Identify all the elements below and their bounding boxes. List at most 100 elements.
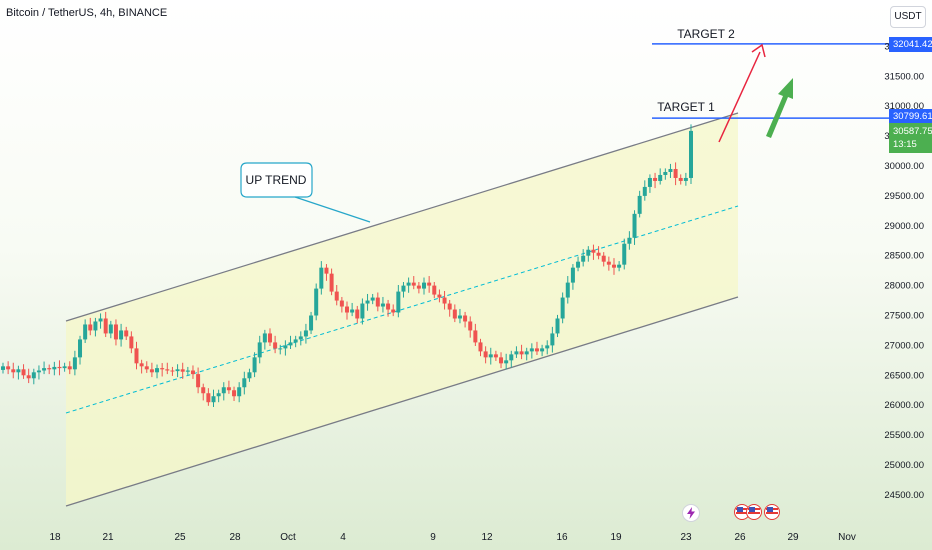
candle xyxy=(488,347,493,365)
symbol-title[interactable]: Bitcoin / TetherUS, 4h, BINANCE xyxy=(6,7,168,19)
us-flag-icon[interactable] xyxy=(764,504,780,520)
candle-body xyxy=(632,213,637,238)
lightning-icon[interactable] xyxy=(682,504,700,522)
candle-body xyxy=(601,255,606,262)
y-tick-label: 27500.00 xyxy=(884,311,924,322)
candle-body xyxy=(653,177,658,181)
candle xyxy=(678,174,683,185)
candle xyxy=(319,261,324,295)
candle-body xyxy=(365,300,370,304)
candle-body xyxy=(334,291,339,301)
candle xyxy=(380,296,385,313)
candle xyxy=(237,382,242,403)
green-arrow xyxy=(766,78,793,138)
candle-body xyxy=(221,387,226,394)
candle-body xyxy=(437,294,442,298)
candle-body xyxy=(432,285,437,295)
candle-body xyxy=(175,369,180,372)
x-tick-label: 21 xyxy=(102,532,114,543)
candle-body xyxy=(329,273,334,292)
candle xyxy=(16,365,21,380)
x-tick-label: 28 xyxy=(229,532,241,543)
candle xyxy=(345,301,349,320)
candle xyxy=(93,317,98,337)
candle-body xyxy=(406,282,411,286)
trend-callout-pointer xyxy=(294,196,371,223)
candle-body xyxy=(165,369,170,371)
candle xyxy=(668,163,673,178)
candle-body xyxy=(62,366,67,369)
candle xyxy=(406,277,411,293)
candle xyxy=(683,172,688,186)
candle-body xyxy=(478,342,483,352)
candle-body xyxy=(72,357,77,370)
candle xyxy=(468,316,473,338)
candle xyxy=(221,382,226,401)
candle-body xyxy=(355,309,360,319)
candle xyxy=(314,283,319,321)
candle xyxy=(457,308,462,324)
candle xyxy=(386,299,391,317)
candle xyxy=(103,311,108,338)
candle-body xyxy=(509,354,514,361)
candle-body xyxy=(324,267,329,274)
candle-body xyxy=(206,393,211,403)
candle xyxy=(483,346,488,364)
candle xyxy=(298,331,303,346)
candle xyxy=(170,366,175,376)
candle xyxy=(401,282,406,298)
candle-body xyxy=(139,363,144,367)
candle xyxy=(293,335,298,348)
candle-body xyxy=(262,333,267,343)
candle-body xyxy=(529,348,534,352)
candle xyxy=(247,368,252,382)
candle xyxy=(627,231,632,250)
candle xyxy=(196,367,201,394)
y-tick-label: 24500.00 xyxy=(884,490,924,501)
candle xyxy=(149,362,154,378)
candle xyxy=(586,246,591,262)
candle xyxy=(653,172,658,189)
candle-body xyxy=(42,368,47,371)
candle-body xyxy=(555,318,560,334)
candle xyxy=(242,371,247,395)
us-flag-icon[interactable] xyxy=(746,504,762,520)
candle-body xyxy=(226,387,231,391)
candle-body xyxy=(689,130,693,178)
candle-body xyxy=(345,306,349,313)
candle-body xyxy=(596,252,601,256)
candle-body xyxy=(550,333,555,346)
target1-label: TARGET 1 xyxy=(657,100,715,114)
candle xyxy=(232,386,237,402)
x-tick-label: 18 xyxy=(49,532,61,543)
target2-label: TARGET 2 xyxy=(677,27,735,41)
candle xyxy=(201,383,206,401)
last-price-value: 30587.75 xyxy=(893,126,932,137)
currency-button[interactable]: USDT xyxy=(890,6,926,28)
candle xyxy=(6,361,11,375)
candle-body xyxy=(278,348,283,350)
candle xyxy=(288,335,293,349)
y-tick-label: 27000.00 xyxy=(884,340,924,351)
candle-body xyxy=(309,315,314,331)
candle xyxy=(611,258,616,275)
candle-body xyxy=(52,366,57,370)
candle-body xyxy=(642,186,647,196)
candle-body xyxy=(88,324,93,331)
last-price-badge: 30587.75 13:15 xyxy=(889,123,932,153)
candle xyxy=(303,323,308,344)
candle-body xyxy=(581,255,586,262)
candle xyxy=(31,368,36,385)
y-tick-label: 28500.00 xyxy=(884,251,924,262)
candle-body xyxy=(180,369,185,372)
candle xyxy=(67,361,72,375)
candle-body xyxy=(396,291,401,313)
candle xyxy=(309,311,314,335)
candle xyxy=(370,293,375,305)
candle-body xyxy=(36,370,41,373)
candle-body xyxy=(57,366,62,369)
candle xyxy=(570,264,575,290)
candle xyxy=(160,363,165,377)
candle xyxy=(329,268,334,296)
